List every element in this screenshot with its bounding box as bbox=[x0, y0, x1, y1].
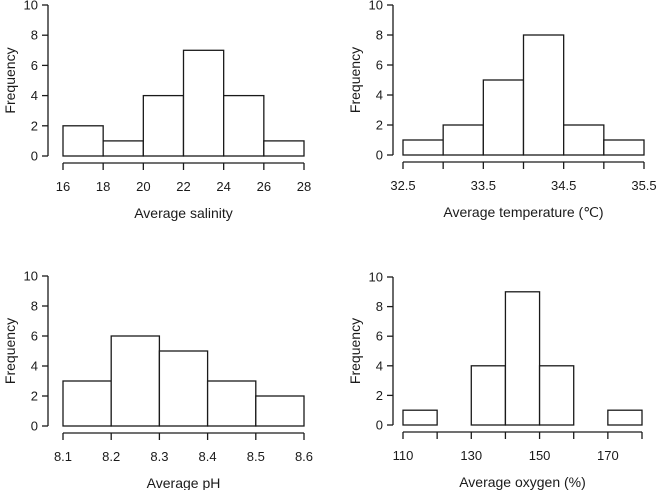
x-tick-label: 130 bbox=[460, 448, 482, 463]
y-tick-label: 10 bbox=[369, 0, 383, 13]
histogram-bar bbox=[110, 335, 161, 427]
x-tick-label: 28 bbox=[297, 179, 311, 194]
y-axis-label: Frequency bbox=[347, 318, 363, 384]
histogram-bar bbox=[223, 94, 265, 157]
y-tick-label: 4 bbox=[376, 358, 383, 373]
y-axis-label: Frequency bbox=[347, 47, 363, 113]
x-tick-label: 24 bbox=[216, 179, 230, 194]
x-tick-label: 32.5 bbox=[390, 178, 415, 193]
histogram-bar bbox=[142, 94, 185, 157]
y-tick-label: 6 bbox=[31, 329, 38, 344]
x-tick-label: 8.2 bbox=[102, 449, 120, 464]
x-axis-label: Average pH bbox=[147, 475, 221, 490]
y-tick-label: 10 bbox=[24, 269, 38, 284]
histogram-bar bbox=[62, 125, 104, 157]
y-tick-label: 0 bbox=[31, 149, 38, 164]
histogram-bar bbox=[470, 365, 507, 426]
x-tick-label: 8.3 bbox=[150, 449, 168, 464]
y-axis-label: Frequency bbox=[2, 318, 18, 384]
histogram-panel-3: 0 2 4 6 8 10 8.1 8.2 8.3 8.4 8.5 8.6 Average pH Frequ… bbox=[2, 269, 313, 490]
histogram-panel-4: 0 2 4 6 8 10 110 130 150 170 Average oxygen (%) Fre… bbox=[347, 270, 643, 490]
histogram-bar bbox=[538, 365, 575, 426]
y-tick-label: 8 bbox=[376, 299, 383, 314]
x-tick-label: 26 bbox=[257, 179, 271, 194]
y-tick-label: 0 bbox=[31, 419, 38, 434]
x-tick-label: 110 bbox=[393, 448, 414, 463]
x-axis-label: Average temperature (℃) bbox=[443, 204, 603, 220]
y-tick-label: 4 bbox=[31, 359, 38, 374]
y-tick-label: 2 bbox=[31, 389, 38, 404]
x-tick-label: 20 bbox=[136, 179, 150, 194]
y-tick-label: 6 bbox=[376, 329, 383, 344]
x-tick-label: 35.5 bbox=[631, 178, 656, 193]
y-tick-label: 8 bbox=[31, 299, 38, 314]
histogram-panel-2: 0 2 4 6 8 10 32.5 33.5 34.5 35.5 Average temperatu… bbox=[347, 0, 657, 220]
histogram-bar bbox=[442, 124, 484, 156]
x-tick-label: 150 bbox=[529, 448, 551, 463]
x-tick-label: 18 bbox=[96, 179, 110, 194]
histogram-bar bbox=[402, 409, 438, 426]
x-tick-label: 170 bbox=[597, 448, 619, 463]
y-tick-label: 0 bbox=[376, 418, 383, 433]
x-tick-label: 8.4 bbox=[199, 449, 217, 464]
y-tick-label: 4 bbox=[376, 88, 383, 103]
histogram-bar bbox=[603, 139, 645, 156]
histogram-bar bbox=[402, 139, 444, 156]
histogram-bar bbox=[482, 79, 525, 156]
x-tick-label: 8.1 bbox=[54, 449, 72, 464]
x-tick-label: 33.5 bbox=[471, 178, 496, 193]
x-axis-label: Average oxygen (%) bbox=[459, 474, 586, 490]
x-tick-label: 8.5 bbox=[247, 449, 265, 464]
histogram-bar bbox=[102, 140, 144, 157]
y-tick-label: 2 bbox=[376, 118, 383, 133]
histogram-bar bbox=[263, 140, 305, 157]
y-tick-label: 8 bbox=[376, 28, 383, 43]
y-tick-label: 10 bbox=[24, 0, 38, 13]
x-axis-label: Average salinity bbox=[134, 205, 233, 221]
histogram-bar bbox=[158, 350, 209, 427]
x-tick-label: 8.6 bbox=[295, 449, 313, 464]
y-tick-label: 6 bbox=[376, 58, 383, 73]
y-tick-label: 4 bbox=[31, 88, 38, 103]
y-axis-label: Frequency bbox=[2, 47, 18, 113]
x-tick-label: 22 bbox=[176, 179, 190, 194]
histogram-bar bbox=[182, 49, 225, 157]
y-tick-label: 2 bbox=[376, 388, 383, 403]
y-tick-label: 2 bbox=[31, 118, 38, 133]
histogram-bar bbox=[504, 291, 541, 426]
histogram-bar bbox=[607, 409, 643, 426]
histogram-bar bbox=[62, 380, 112, 427]
histogram-bar bbox=[563, 124, 605, 156]
y-tick-label: 6 bbox=[31, 58, 38, 73]
histogram-bar bbox=[255, 395, 305, 427]
y-tick-label: 8 bbox=[31, 28, 38, 43]
y-tick-label: 10 bbox=[369, 270, 383, 285]
x-tick-label: 16 bbox=[56, 179, 70, 194]
x-tick-label: 34.5 bbox=[551, 178, 576, 193]
histogram-bar bbox=[206, 380, 257, 427]
histogram-bar bbox=[522, 34, 565, 156]
y-tick-label: 0 bbox=[376, 148, 383, 163]
